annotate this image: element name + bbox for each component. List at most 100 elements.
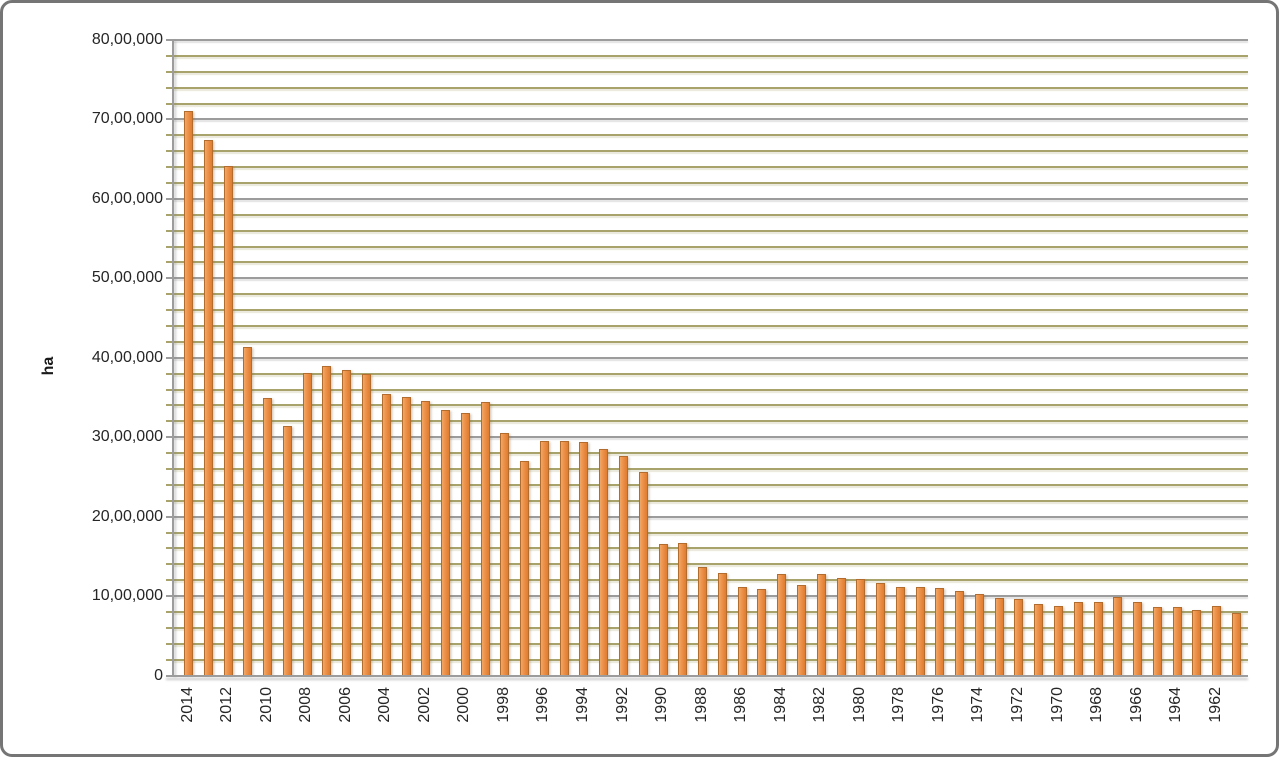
gridline-major: [173, 515, 1248, 518]
gridline-minor: [173, 293, 1248, 296]
bar-2007: [322, 365, 332, 676]
gridline-minor: [173, 261, 1248, 264]
x-tick-label: 1986: [732, 687, 750, 723]
y-axis-tick: [166, 610, 173, 613]
gridline-minor: [173, 467, 1248, 470]
gridline-minor: [173, 86, 1248, 89]
bar-1996: [539, 441, 549, 676]
y-axis-tick: [166, 563, 173, 566]
gridline-minor: [173, 102, 1248, 105]
x-tick-label: 1994: [573, 687, 591, 723]
y-axis-tick: [166, 150, 173, 153]
bar-1989: [678, 542, 688, 676]
bar-1970: [1054, 606, 1063, 676]
bar-1992: [619, 456, 628, 676]
y-axis-tick: [166, 404, 173, 407]
y-axis-line: [171, 40, 174, 676]
y-tick-label: 50,00,000: [91, 269, 163, 287]
gridline-major: [173, 118, 1248, 121]
bar-1975: [955, 590, 965, 676]
y-axis-tick: [166, 579, 173, 582]
bar-1961: [1231, 612, 1241, 676]
gridline-minor: [173, 420, 1248, 423]
y-tick-label: 20,00,000: [91, 507, 163, 525]
y-axis-tick: [166, 213, 173, 216]
bar-1967: [1113, 596, 1123, 676]
bar-1972: [1014, 599, 1024, 676]
bar-1963: [1192, 610, 1202, 676]
gridline-major: [173, 39, 1248, 41]
bar-1974: [974, 593, 984, 676]
bar-1987: [717, 573, 727, 676]
bar-1988: [698, 566, 708, 676]
bar-1981: [836, 577, 846, 676]
y-axis-tick: [166, 229, 173, 232]
gridline-minor: [173, 610, 1248, 613]
y-axis-tick: [166, 102, 173, 105]
bar-1980: [856, 579, 866, 676]
y-axis-tick: [166, 626, 173, 629]
bar-2000: [460, 413, 470, 676]
bar-2003: [401, 396, 411, 676]
x-tick-label: 2010: [257, 687, 275, 723]
bar-2010: [263, 398, 273, 676]
x-tick-label: 2002: [415, 687, 433, 723]
gridline-minor: [173, 372, 1248, 375]
bar-1983: [796, 584, 806, 676]
x-tick-label: 1962: [1206, 687, 1224, 723]
bar-1997: [520, 461, 530, 676]
bar-1995: [559, 441, 569, 676]
bar-2011: [243, 346, 253, 676]
gridline-minor: [173, 563, 1248, 566]
bar-1986: [737, 587, 747, 676]
bar-1984: [777, 573, 787, 676]
y-axis-tick: [166, 483, 173, 486]
x-tick-label: 1998: [494, 687, 512, 723]
y-axis-tick: [166, 595, 173, 598]
gridline-major: [173, 595, 1248, 598]
bar-2001: [441, 410, 451, 676]
gridline-minor: [173, 166, 1248, 169]
gridline-minor: [173, 642, 1248, 645]
gridline-minor: [173, 229, 1248, 232]
y-axis-tick: [166, 118, 173, 121]
y-axis-tick: [166, 181, 173, 184]
gridline-major: [173, 356, 1248, 359]
bar-2008: [302, 372, 312, 676]
y-tick-label: 80,00,000: [91, 31, 163, 48]
y-tick-label: 70,00,000: [91, 110, 163, 128]
bar-1978: [895, 586, 905, 676]
bar-1964: [1172, 607, 1182, 676]
gridline-minor: [173, 70, 1248, 73]
gridline-minor: [173, 499, 1248, 502]
bar-2014: [184, 111, 193, 676]
gridline-minor: [173, 213, 1248, 216]
x-tick-label: 1970: [1048, 687, 1066, 723]
gridline-minor: [173, 579, 1248, 582]
x-tick-label: 1980: [850, 687, 868, 723]
y-axis-tick: [166, 86, 173, 89]
gridline-minor: [173, 181, 1248, 184]
gridline-minor: [173, 150, 1248, 153]
x-tick-label: 1972: [1008, 687, 1026, 723]
gridline-minor: [173, 324, 1248, 327]
bar-1991: [638, 472, 648, 676]
bar-2005: [361, 373, 371, 676]
bar-1998: [500, 433, 510, 676]
y-axis-tick: [166, 245, 173, 248]
y-axis-tick: [166, 356, 173, 359]
gridline-major: [173, 436, 1248, 439]
y-axis-tick: [166, 197, 173, 200]
gridline-major: [173, 277, 1248, 280]
x-tick-label: 1982: [811, 687, 829, 723]
y-tick-label: 60,00,000: [91, 189, 163, 207]
gridline-minor: [173, 452, 1248, 455]
x-tick-label: 1964: [1167, 687, 1185, 723]
x-tick-label: 2004: [376, 687, 394, 723]
gridline-minor: [173, 245, 1248, 248]
bar-1969: [1073, 601, 1083, 676]
y-axis-tick: [166, 39, 173, 41]
y-tick-label: 10,00,000: [91, 587, 163, 605]
x-tick-label: 2008: [297, 687, 315, 723]
bar-1990: [658, 543, 668, 676]
